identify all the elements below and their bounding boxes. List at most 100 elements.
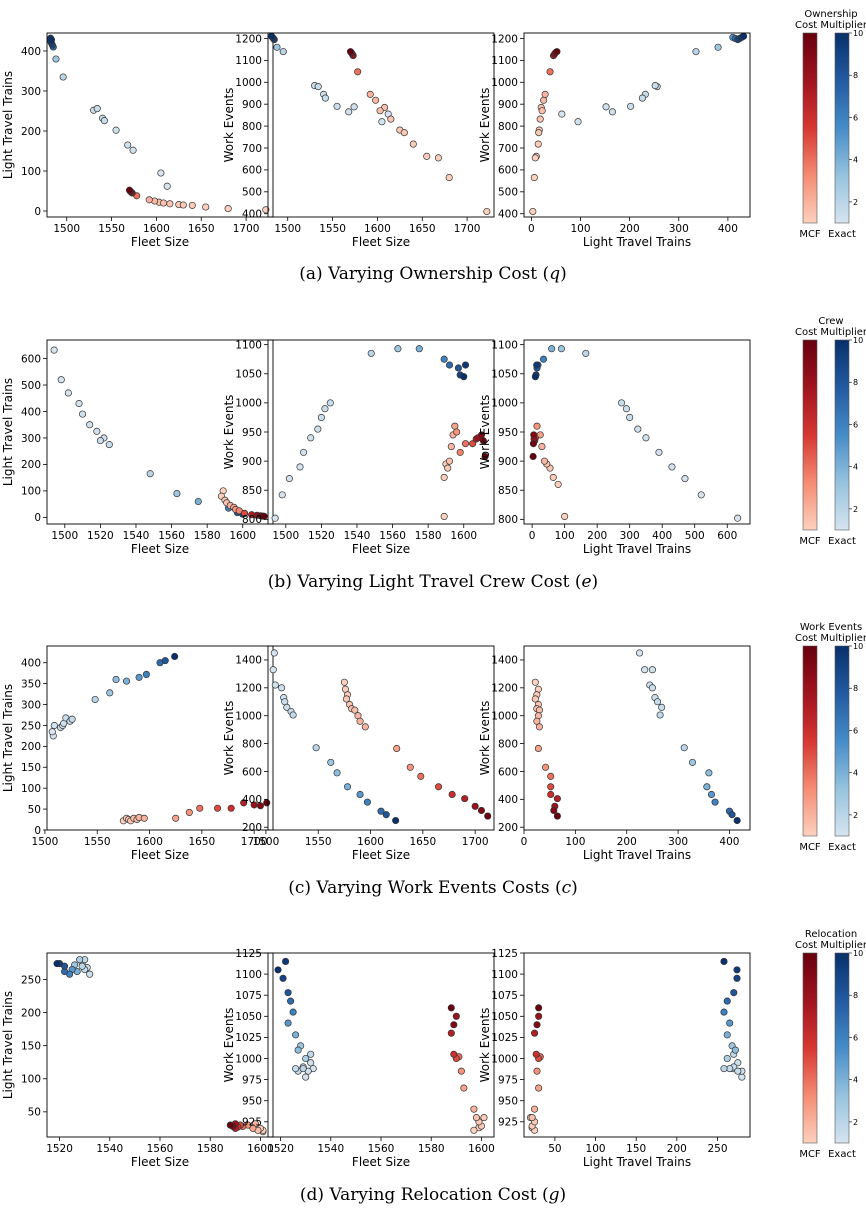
y-tick-label: 500 <box>21 380 41 392</box>
exact-point <box>287 997 295 1005</box>
y-tick-label: 1125 <box>235 948 262 960</box>
y-tick-label: 800 <box>498 121 518 133</box>
mcf-point <box>534 140 542 148</box>
x-tick-label: 100 <box>586 1143 606 1155</box>
exact-point <box>86 421 94 429</box>
y-axis-label: Work Events <box>222 395 236 470</box>
caption-d-text: (d) Varying Relocation Cost ( <box>299 1185 549 1205</box>
exact-point <box>648 684 656 692</box>
y-tick-label: 0 <box>34 512 41 524</box>
plot-frame <box>267 32 495 218</box>
exact-point <box>733 966 741 974</box>
exact-point <box>314 425 322 433</box>
points <box>48 652 271 825</box>
mcf-point <box>376 107 384 115</box>
plot-frame <box>523 32 751 218</box>
exact-point <box>283 703 291 711</box>
exact-point <box>714 43 722 51</box>
y-tick-label: 950 <box>242 1096 262 1108</box>
exact-point <box>135 673 143 681</box>
y-tick-label: 1025 <box>491 1032 518 1044</box>
mcf-point <box>469 440 477 448</box>
y-axis-label: Light Travel Trains <box>1 991 15 1099</box>
colorbar-tick-label: 2 <box>853 811 858 820</box>
x-tick-label: 1600 <box>450 530 477 542</box>
subplot-c-1: 1500 1550 1600 1650 1700 0 50 100 150 200 250 300 35… <box>1 645 274 862</box>
mcf-point <box>452 1012 460 1020</box>
mcf-point <box>447 1004 455 1012</box>
mcf-point <box>534 744 542 753</box>
exact-point <box>278 684 286 692</box>
exact-point <box>539 355 548 363</box>
y-tick-label: 250 <box>21 974 41 986</box>
exact-point <box>656 711 664 719</box>
y-tick-label: 400 <box>21 406 41 418</box>
caption-c-text: (c) Varying Work Events Costs ( <box>288 878 562 898</box>
x-tick-label: 200 <box>617 836 637 848</box>
exact-point <box>705 769 713 777</box>
mcf-point <box>531 154 539 162</box>
colorbar-tick-label: 6 <box>853 1033 858 1042</box>
exact-point <box>142 670 150 678</box>
mcf-point <box>457 1067 465 1075</box>
y-tick-label: 0 <box>34 206 41 218</box>
exact-point <box>57 376 65 384</box>
mcf-point <box>531 1029 539 1037</box>
exact-point <box>300 448 308 456</box>
exact-point <box>50 346 58 354</box>
mcf-point <box>530 431 538 439</box>
y-tick-label: 300 <box>21 433 41 445</box>
plot-frame <box>267 339 495 525</box>
mcf-point <box>549 473 557 481</box>
exact-point <box>738 1073 746 1081</box>
y-tick-label: 700 <box>498 143 518 155</box>
subplot-a-1: 1500 1550 1600 1650 1700 0 100 200 300 400 Fleet S… <box>1 32 274 249</box>
exact-point <box>655 448 663 456</box>
exact-point <box>52 55 60 63</box>
exact-point <box>93 105 101 113</box>
y-axis-label: Work Events <box>222 1008 236 1083</box>
exact-point <box>157 169 165 177</box>
exact-point <box>299 1065 307 1073</box>
y-tick-label: 350 <box>21 678 41 690</box>
mcf-point <box>440 473 448 481</box>
mcf-point <box>140 814 148 822</box>
exact-point <box>658 703 666 711</box>
x-tick-label: 250 <box>707 1143 727 1155</box>
exact-point <box>707 790 716 799</box>
y-tick-label: 300 <box>21 699 41 711</box>
exact-point <box>307 1059 315 1067</box>
mcf-point <box>477 806 485 815</box>
points <box>529 33 748 216</box>
exact-point <box>161 657 169 665</box>
subplot-a-3: 0 100 200 300 400 400 500 600 700 800 900 1000 1100 1… <box>478 32 751 249</box>
points <box>53 956 267 1136</box>
y-tick-label: 900 <box>242 456 262 468</box>
mcf-point <box>185 808 193 816</box>
exact-point <box>642 434 650 442</box>
mcf-point <box>172 814 180 822</box>
mcf-point <box>356 717 364 725</box>
colorbar-title-line2: Cost Multiplier <box>795 633 866 644</box>
mcf-point <box>553 48 561 56</box>
exact-point <box>723 1031 731 1039</box>
mcf-point <box>532 1050 540 1058</box>
x-tick-label: 200 <box>620 223 640 235</box>
exact-point <box>78 962 86 970</box>
mcf-point <box>188 201 196 209</box>
exact-point <box>294 1046 302 1054</box>
mcf-colorbar <box>802 32 818 224</box>
subplot-a-2: 1500 1550 1600 1650 1700 400 500 600 700 800 900 10… <box>222 32 495 249</box>
y-tick-label: 1050 <box>235 369 262 381</box>
colorbar-tick-label: 8 <box>853 378 858 387</box>
exact-label: Exact <box>828 229 856 240</box>
exact-point <box>608 108 616 116</box>
colorbar-tick-label: 6 <box>853 113 858 122</box>
x-tick-label: 1540 <box>96 1143 123 1155</box>
points <box>50 346 268 520</box>
y-axis-label: Work Events <box>478 88 492 163</box>
y-tick-label: 1100 <box>235 339 262 351</box>
caption-b-end: ) <box>591 572 599 592</box>
